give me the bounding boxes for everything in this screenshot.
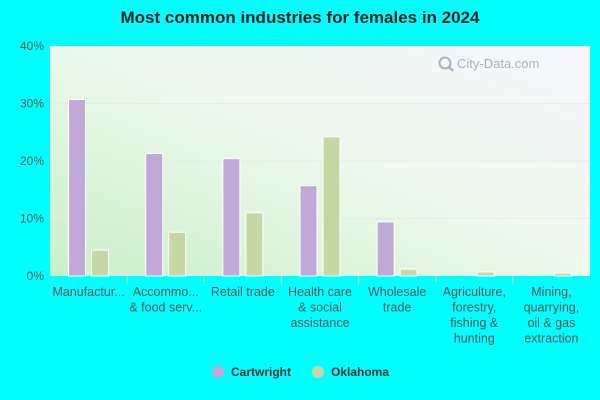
x-tick-label: Manufactur... [52,285,124,299]
bar-cartwright-2 [222,158,241,277]
x-tick-label: Health care & social assistance [288,285,352,330]
bar-cartwright-3 [299,185,318,277]
legend-label-cartwright: Cartwright [231,365,291,379]
chart-title: Most common industries for females in 20… [120,8,480,27]
bar-oklahoma-4 [399,268,418,277]
bar-oklahoma-0 [91,249,110,277]
watermark: City-Data.com [438,56,539,72]
bar-cartwright-4 [376,221,395,277]
y-tick-label: 30% [20,97,44,111]
watermark-text: City-Data.com [457,56,539,71]
bar-cartwright-1 [145,153,164,277]
x-tick-label: Retail trade [211,285,275,299]
bar-oklahoma-1 [168,231,187,277]
bar-oklahoma-6 [553,272,572,277]
legend-label-oklahoma: Oklahoma [331,365,389,379]
x-tick-label: Mining, quarrying, oil & gas extraction [524,285,580,346]
bar-oklahoma-3 [322,136,341,277]
y-tick-label: 0% [27,269,45,283]
y-tick-label: 20% [20,154,44,168]
x-tick-label: Wholesale trade [368,285,426,315]
magnifier-icon [438,56,454,72]
legend-swatch-oklahoma [312,366,324,378]
y-tick-label: 40% [20,39,44,53]
x-tick-label: Accommo... & food serv... [129,285,202,315]
y-tick-label: 10% [20,212,44,226]
legend-swatch-cartwright [212,366,224,378]
bar-oklahoma-2 [245,212,264,277]
bar-oklahoma-5 [476,271,495,277]
bar-cartwright-0 [68,98,87,277]
x-tick-label: Agriculture, forestry, fishing & hunting [443,285,506,346]
